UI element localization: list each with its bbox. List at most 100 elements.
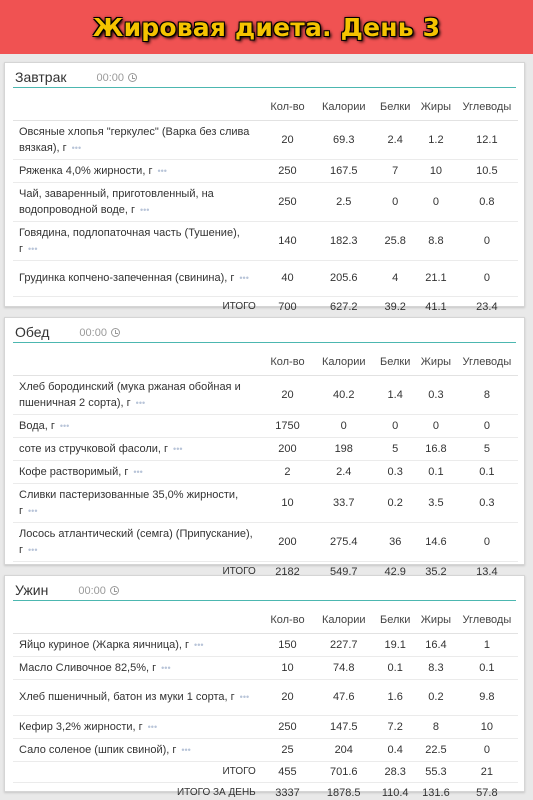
food-cal: 74.8 — [313, 655, 375, 679]
food-qty: 150 — [261, 632, 314, 656]
more-dots-icon[interactable]: ••• — [181, 744, 191, 755]
food-row: Ряженка 4,0% жирности, г ••• 250 167.5 7 10 10… — [13, 158, 518, 182]
meal-name: Обед — [15, 324, 50, 340]
total-fat: 131.6 — [416, 781, 456, 800]
food-cal: 182.3 — [313, 220, 375, 260]
food-cal: 198 — [313, 436, 375, 460]
more-dots-icon[interactable]: ••• — [133, 466, 143, 477]
clock-icon[interactable] — [110, 328, 120, 337]
more-dots-icon[interactable]: ••• — [140, 204, 150, 215]
food-cal: 0 — [313, 413, 375, 437]
total-label: ИТОГО ЗА ДЕНЬ — [13, 781, 262, 800]
meal-time-value: 00:00 — [79, 327, 107, 339]
table-header-row: Кол-во Калории Белки Жиры Углеводы — [13, 349, 518, 376]
meal-time[interactable]: 00:00 — [78, 585, 119, 597]
food-protein: 5 — [374, 436, 417, 460]
food-name-cell: Яйцо куриное (Жарка яичница), г ••• — [13, 632, 262, 656]
meal-card-breakfast: Завтрак 00:00 Кол-во Калории Белки Жиры Углево… — [4, 62, 525, 317]
more-dots-icon[interactable]: ••• — [135, 397, 146, 408]
food-fat: 0 — [416, 181, 456, 221]
total-row: ИТОГО ЗА ДЕНЬ 3337 1878.5 110.4 131.6 57.8 — [13, 781, 518, 800]
header-protein: Белки — [374, 94, 417, 121]
food-table: Кол-во Калории Белки Жиры Углеводы Хлеб бород… — [13, 349, 518, 582]
total-fat: 55.3 — [416, 760, 456, 782]
food-protein: 0 — [374, 181, 417, 221]
food-name-cell: Ряженка 4,0% жирности, г ••• — [13, 158, 262, 182]
food-protein: 7 — [374, 158, 417, 182]
header-carbs: Углеводы — [455, 349, 518, 376]
meal-time[interactable]: 00:00 — [96, 72, 138, 84]
food-carbs: 0 — [455, 220, 518, 260]
food-qty: 250 — [261, 714, 314, 738]
food-carbs: 10.5 — [455, 158, 518, 182]
food-protein: 1.6 — [374, 678, 417, 715]
food-name: Сало соленое (шпик свиной), г — [19, 743, 177, 756]
food-protein: 0.1 — [374, 655, 417, 679]
header-qty: Кол-во — [261, 349, 314, 376]
food-fat: 0 — [416, 413, 456, 437]
food-name: Яйцо куриное (Жарка яичница), г — [19, 638, 190, 651]
more-dots-icon[interactable]: ••• — [59, 420, 70, 431]
food-qty: 10 — [261, 655, 314, 679]
food-name-cell: соте из стручковой фасоли, г ••• — [13, 436, 262, 460]
food-cal: 2.4 — [313, 459, 375, 483]
food-name: Хлеб бородинский (мука ржаная обойная и … — [19, 380, 241, 409]
total-fat: 41.1 — [416, 295, 456, 317]
food-name: Кофе растворимый, г — [19, 465, 129, 478]
meal-time-value: 00:00 — [78, 585, 106, 597]
meal-time-value: 00:00 — [96, 72, 125, 84]
food-carbs: 1 — [455, 632, 518, 656]
more-dots-icon[interactable]: ••• — [147, 721, 158, 732]
header-food — [13, 607, 262, 634]
more-dots-icon[interactable]: ••• — [28, 505, 38, 516]
food-row: Кефир 3,2% жирности, г ••• 250 147.5 7.2 8 10 — [13, 714, 518, 738]
meal-card-lunch: Обед 00:00 Кол-во Калории Белки Жиры Углеводы Х… — [4, 317, 525, 582]
food-carbs: 0.1 — [455, 655, 518, 679]
more-dots-icon[interactable]: ••• — [157, 165, 167, 176]
meal-time[interactable]: 00:00 — [79, 327, 120, 339]
more-dots-icon[interactable]: ••• — [239, 273, 249, 283]
more-dots-icon[interactable]: ••• — [194, 639, 204, 650]
more-dots-icon[interactable]: ••• — [28, 243, 38, 254]
food-carbs: 0.8 — [455, 181, 518, 221]
total-cal: 627.2 — [313, 295, 375, 317]
meal-name: Завтрак — [15, 69, 67, 85]
header-calories: Калории — [313, 607, 375, 634]
food-fat: 3.5 — [416, 482, 456, 522]
food-qty: 40 — [261, 259, 314, 296]
food-protein: 36 — [374, 521, 417, 561]
food-name: Хлеб пшеничный, батон из муки 1 сорта, г — [19, 691, 235, 703]
page-title: Жировая диета. День 3 — [92, 12, 441, 42]
more-dots-icon[interactable]: ••• — [161, 662, 171, 673]
food-name-cell: Овсяные хлопья "геркулес" (Варка без сли… — [13, 119, 262, 159]
food-row: Лосось атлантический (семга) (Припускани… — [13, 521, 518, 561]
food-row: Говядина, подлопаточная часть (Тушение),… — [13, 220, 518, 260]
total-label: ИТОГО — [13, 760, 262, 782]
more-dots-icon[interactable]: ••• — [239, 692, 250, 702]
food-fat: 8.3 — [416, 655, 456, 679]
food-name-cell: Хлеб пшеничный, батон из муки 1 сорта, г… — [13, 678, 262, 715]
food-cal: 167.5 — [313, 158, 375, 182]
food-cal: 147.5 — [313, 714, 375, 738]
food-protein: 25.8 — [374, 220, 417, 260]
food-carbs: 0 — [455, 737, 518, 761]
food-cal: 275.4 — [313, 521, 375, 561]
more-dots-icon[interactable]: ••• — [71, 142, 82, 153]
food-qty: 250 — [261, 158, 314, 182]
header-qty: Кол-во — [261, 94, 314, 121]
header-calories: Калории — [313, 349, 375, 376]
food-name-cell: Лосось атлантический (семга) (Припускани… — [13, 521, 262, 561]
food-name-cell: Вода, г ••• — [13, 413, 262, 437]
food-fat: 22.5 — [416, 737, 456, 761]
food-cal: 227.7 — [313, 632, 375, 656]
header-carbs: Углеводы — [455, 607, 518, 634]
meal-header: Ужин 00:00 — [13, 576, 516, 601]
clock-icon[interactable] — [109, 586, 119, 595]
food-name: Вода, г — [19, 419, 55, 432]
food-fat: 0.3 — [416, 374, 456, 414]
more-dots-icon[interactable]: ••• — [28, 544, 38, 555]
more-dots-icon[interactable]: ••• — [173, 443, 183, 454]
clock-icon[interactable] — [128, 73, 138, 82]
food-table: Кол-во Калории Белки Жиры Углеводы Овсяные хл… — [13, 94, 518, 317]
food-carbs: 0 — [455, 521, 518, 561]
